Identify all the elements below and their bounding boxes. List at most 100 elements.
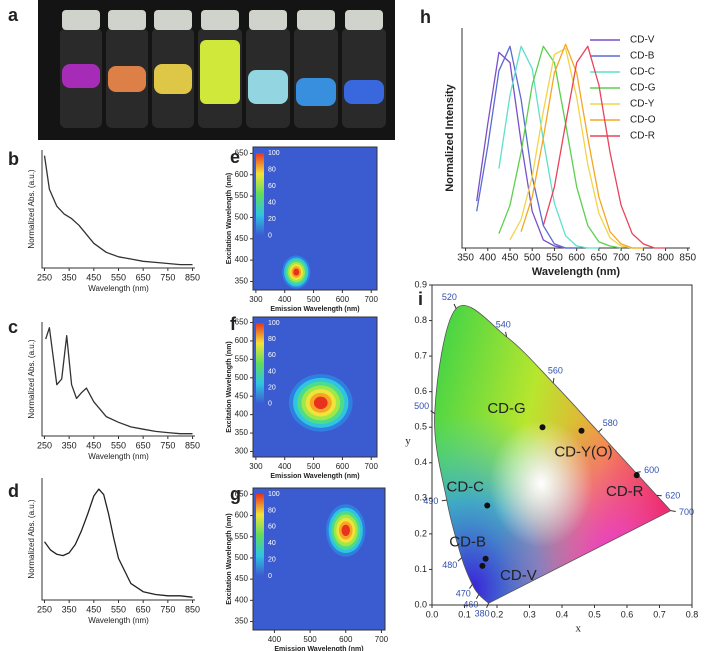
frame bbox=[252, 146, 378, 291]
legend-label: CD-R bbox=[630, 131, 655, 142]
wavelength-label: 470 bbox=[456, 589, 471, 599]
x-tick-label: 350 bbox=[62, 272, 77, 282]
x-axis-label: Wavelength (nm) bbox=[532, 266, 621, 278]
x-tick-label: 550 bbox=[111, 440, 126, 450]
cie-point bbox=[484, 502, 491, 509]
vial-cap bbox=[108, 10, 146, 30]
point-label: CD-B bbox=[449, 534, 486, 551]
legend-label: CD-V bbox=[630, 35, 655, 46]
wavelength-label: 520 bbox=[442, 292, 457, 302]
x-tick-label: 350 bbox=[457, 253, 474, 264]
x-tick-label: 0.8 bbox=[686, 609, 699, 619]
colorbar-label: 60 bbox=[268, 352, 276, 359]
series-line bbox=[43, 488, 193, 598]
colorbar-label: 40 bbox=[268, 540, 276, 547]
x-tick-label: 450 bbox=[86, 440, 101, 450]
x-tick-label: 350 bbox=[62, 604, 77, 614]
y-axis-label: Excitation Wavelength (nm) bbox=[226, 513, 233, 605]
x-tick-label: 750 bbox=[160, 604, 175, 614]
x-tick-label: 450 bbox=[86, 604, 101, 614]
x-tick-label: 350 bbox=[62, 440, 77, 450]
series-line bbox=[498, 45, 622, 249]
locus-tick bbox=[505, 331, 508, 337]
locus-tick bbox=[486, 603, 490, 609]
y-tick-label: 0.9 bbox=[414, 279, 427, 289]
y-tick-label: 0.1 bbox=[414, 564, 427, 574]
colorbar-label: 0 bbox=[268, 233, 272, 240]
y-axis-label: Excitation Wavelength (nm) bbox=[226, 341, 233, 433]
vial-cap bbox=[249, 10, 287, 30]
locus-tick bbox=[598, 428, 603, 433]
colorbar-label: 100 bbox=[268, 320, 280, 327]
x-tick-label: 400 bbox=[479, 253, 496, 264]
panel-label: a bbox=[8, 5, 19, 25]
x-tick-label: 0.6 bbox=[621, 609, 634, 619]
point-label: CD-R bbox=[606, 483, 644, 500]
x-tick-label: 300 bbox=[249, 462, 263, 471]
heat-contour bbox=[293, 268, 300, 276]
x-tick-label: 750 bbox=[160, 272, 175, 282]
series-line bbox=[476, 45, 577, 249]
point-label: CD-Y(O) bbox=[554, 444, 612, 461]
panel-label: e bbox=[230, 147, 240, 167]
y-tick-label: 500 bbox=[235, 213, 249, 222]
axis bbox=[461, 28, 690, 249]
y-tick-label: 550 bbox=[235, 191, 249, 200]
heat-contour bbox=[313, 396, 328, 410]
locus-tick bbox=[670, 510, 676, 513]
y-tick-label: 600 bbox=[235, 336, 249, 345]
colorbar-label: 100 bbox=[268, 150, 280, 157]
y-tick-label: 600 bbox=[235, 511, 249, 520]
x-tick-label: 250 bbox=[37, 440, 52, 450]
y-tick-label: 400 bbox=[235, 410, 249, 419]
y-tick-label: 550 bbox=[235, 354, 249, 363]
vial-glow bbox=[200, 40, 240, 104]
locus-tick bbox=[475, 594, 480, 600]
wavelength-label: 580 bbox=[603, 418, 618, 428]
x-tick-label: 650 bbox=[136, 440, 151, 450]
wavelength-label: 620 bbox=[665, 491, 680, 501]
x-tick-label: 750 bbox=[160, 440, 175, 450]
series-line bbox=[498, 45, 599, 249]
vial-glow bbox=[248, 70, 288, 104]
series-line bbox=[542, 45, 666, 249]
cie-point bbox=[578, 427, 585, 434]
y-tick-label: 0.2 bbox=[414, 528, 427, 538]
colorbar bbox=[256, 494, 264, 577]
x-tick-label: 700 bbox=[365, 295, 379, 304]
x-tick-label: 300 bbox=[249, 295, 263, 304]
colorbar-label: 40 bbox=[268, 368, 276, 375]
x-tick-label: 800 bbox=[657, 253, 674, 264]
legend-label: CD-B bbox=[630, 51, 655, 62]
cie-point bbox=[479, 562, 486, 569]
legend-label: CD-O bbox=[630, 115, 656, 126]
y-axis-label: Normalized Abs. (a.u.) bbox=[27, 499, 36, 578]
y-axis-label: Normalized Abs. (a.u.) bbox=[27, 339, 36, 418]
colorbar bbox=[256, 323, 264, 404]
vial-glow bbox=[344, 80, 384, 104]
locus-tick bbox=[552, 377, 555, 384]
heatmap-bg bbox=[253, 488, 385, 630]
y-axis-label: Normalized Intensity bbox=[444, 83, 456, 191]
x-tick-label: 850 bbox=[185, 440, 200, 450]
panel-label: f bbox=[230, 314, 237, 334]
heatmap-bg bbox=[253, 147, 377, 290]
x-tick-label: 400 bbox=[268, 635, 282, 644]
cie-point bbox=[633, 472, 640, 479]
x-tick-label: 600 bbox=[568, 253, 585, 264]
x-tick-label: 250 bbox=[37, 272, 52, 282]
vial bbox=[342, 28, 386, 128]
locus-tick bbox=[441, 499, 447, 502]
panel-label: c bbox=[8, 317, 18, 337]
y-tick-label: 500 bbox=[235, 553, 249, 562]
colorbar-label: 60 bbox=[268, 183, 276, 190]
x-tick-label: 400 bbox=[278, 462, 292, 471]
x-tick-label: 550 bbox=[111, 604, 126, 614]
y-axis-label: Excitation Wavelength (nm) bbox=[226, 173, 233, 265]
vial-glow bbox=[62, 64, 100, 88]
x-axis-label: Wavelength (nm) bbox=[88, 284, 149, 293]
x-tick-label: 550 bbox=[546, 253, 563, 264]
axis bbox=[41, 478, 195, 601]
y-tick-label: 0.3 bbox=[414, 493, 427, 503]
wavelength-label: 480 bbox=[442, 560, 457, 570]
